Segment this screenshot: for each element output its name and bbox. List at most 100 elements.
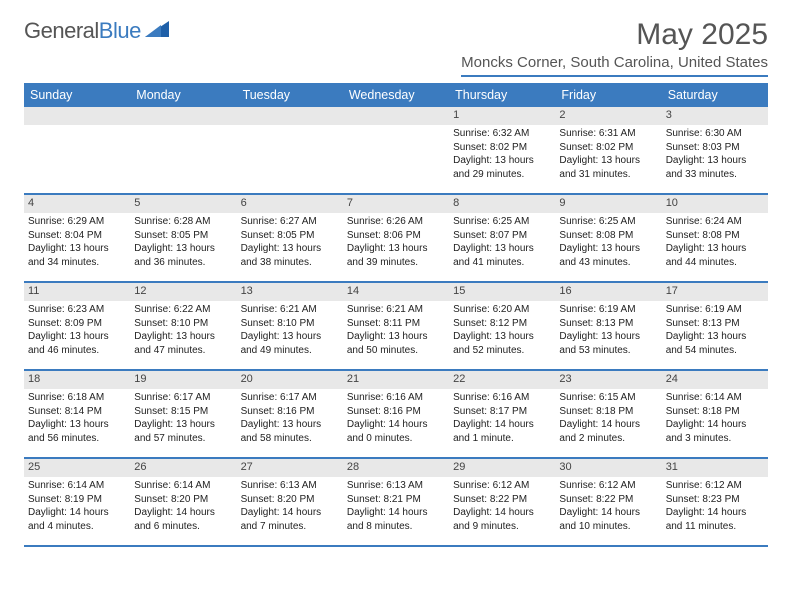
day-details: Sunrise: 6:14 AMSunset: 8:20 PMDaylight:… — [130, 477, 236, 537]
sunset-text: Sunset: 8:13 PM — [559, 317, 657, 331]
day-details: Sunrise: 6:13 AMSunset: 8:21 PMDaylight:… — [343, 477, 449, 537]
day-number: 7 — [343, 195, 449, 213]
sunrise-text: Sunrise: 6:17 AM — [241, 391, 339, 405]
day-number: 19 — [130, 371, 236, 389]
sunrise-text: Sunrise: 6:27 AM — [241, 215, 339, 229]
sunset-text: Sunset: 8:18 PM — [666, 405, 764, 419]
sunrise-text: Sunrise: 6:19 AM — [559, 303, 657, 317]
day-details: Sunrise: 6:14 AMSunset: 8:18 PMDaylight:… — [662, 389, 768, 449]
day-details: Sunrise: 6:32 AMSunset: 8:02 PMDaylight:… — [449, 125, 555, 185]
day-details: Sunrise: 6:13 AMSunset: 8:20 PMDaylight:… — [237, 477, 343, 537]
day-number: 14 — [343, 283, 449, 301]
day-details: Sunrise: 6:27 AMSunset: 8:05 PMDaylight:… — [237, 213, 343, 273]
day-number: 22 — [449, 371, 555, 389]
sunset-text: Sunset: 8:17 PM — [453, 405, 551, 419]
day-number: 24 — [662, 371, 768, 389]
sunset-text: Sunset: 8:19 PM — [28, 493, 126, 507]
daylight-text: Daylight: 13 hours and 31 minutes. — [559, 154, 657, 181]
sunrise-text: Sunrise: 6:12 AM — [666, 479, 764, 493]
calendar-day: 31Sunrise: 6:12 AMSunset: 8:23 PMDayligh… — [662, 459, 768, 545]
calendar-day: 19Sunrise: 6:17 AMSunset: 8:15 PMDayligh… — [130, 371, 236, 457]
sunset-text: Sunset: 8:08 PM — [559, 229, 657, 243]
calendar-day: 9Sunrise: 6:25 AMSunset: 8:08 PMDaylight… — [555, 195, 661, 281]
sunrise-text: Sunrise: 6:16 AM — [453, 391, 551, 405]
logo: GeneralBlue — [24, 18, 171, 44]
sunrise-text: Sunrise: 6:25 AM — [453, 215, 551, 229]
day-number: 28 — [343, 459, 449, 477]
day-details: Sunrise: 6:14 AMSunset: 8:19 PMDaylight:… — [24, 477, 130, 537]
sunset-text: Sunset: 8:10 PM — [134, 317, 232, 331]
day-details: Sunrise: 6:31 AMSunset: 8:02 PMDaylight:… — [555, 125, 661, 185]
day-details: Sunrise: 6:17 AMSunset: 8:15 PMDaylight:… — [130, 389, 236, 449]
sunset-text: Sunset: 8:20 PM — [241, 493, 339, 507]
sunset-text: Sunset: 8:16 PM — [241, 405, 339, 419]
calendar-day: 23Sunrise: 6:15 AMSunset: 8:18 PMDayligh… — [555, 371, 661, 457]
sunset-text: Sunset: 8:09 PM — [28, 317, 126, 331]
sunrise-text: Sunrise: 6:17 AM — [134, 391, 232, 405]
sunrise-text: Sunrise: 6:18 AM — [28, 391, 126, 405]
logo-text-blue: Blue — [99, 18, 141, 43]
calendar-week: 18Sunrise: 6:18 AMSunset: 8:14 PMDayligh… — [24, 371, 768, 459]
weekday-header: Monday — [130, 83, 236, 107]
calendar-day: 25Sunrise: 6:14 AMSunset: 8:19 PMDayligh… — [24, 459, 130, 545]
daylight-text: Daylight: 13 hours and 43 minutes. — [559, 242, 657, 269]
daylight-text: Daylight: 14 hours and 7 minutes. — [241, 506, 339, 533]
daylight-text: Daylight: 13 hours and 33 minutes. — [666, 154, 764, 181]
sunrise-text: Sunrise: 6:20 AM — [453, 303, 551, 317]
sunrise-text: Sunrise: 6:25 AM — [559, 215, 657, 229]
day-number: 15 — [449, 283, 555, 301]
sunset-text: Sunset: 8:21 PM — [347, 493, 445, 507]
weekday-header-row: SundayMondayTuesdayWednesdayThursdayFrid… — [24, 83, 768, 107]
day-number — [130, 107, 236, 125]
calendar-day: 26Sunrise: 6:14 AMSunset: 8:20 PMDayligh… — [130, 459, 236, 545]
day-details: Sunrise: 6:12 AMSunset: 8:23 PMDaylight:… — [662, 477, 768, 537]
sunset-text: Sunset: 8:16 PM — [347, 405, 445, 419]
day-number — [343, 107, 449, 125]
calendar-day: 15Sunrise: 6:20 AMSunset: 8:12 PMDayligh… — [449, 283, 555, 369]
calendar-day — [237, 107, 343, 193]
sunrise-text: Sunrise: 6:12 AM — [559, 479, 657, 493]
calendar: SundayMondayTuesdayWednesdayThursdayFrid… — [24, 83, 768, 547]
sunset-text: Sunset: 8:02 PM — [559, 141, 657, 155]
sunrise-text: Sunrise: 6:24 AM — [666, 215, 764, 229]
sunset-text: Sunset: 8:15 PM — [134, 405, 232, 419]
daylight-text: Daylight: 14 hours and 2 minutes. — [559, 418, 657, 445]
sunrise-text: Sunrise: 6:26 AM — [347, 215, 445, 229]
day-number: 20 — [237, 371, 343, 389]
logo-icon — [145, 19, 171, 44]
sunrise-text: Sunrise: 6:28 AM — [134, 215, 232, 229]
calendar-day: 3Sunrise: 6:30 AMSunset: 8:03 PMDaylight… — [662, 107, 768, 193]
day-details: Sunrise: 6:21 AMSunset: 8:10 PMDaylight:… — [237, 301, 343, 361]
day-details: Sunrise: 6:19 AMSunset: 8:13 PMDaylight:… — [555, 301, 661, 361]
title-block: May 2025 Moncks Corner, South Carolina, … — [461, 18, 768, 77]
calendar-day: 6Sunrise: 6:27 AMSunset: 8:05 PMDaylight… — [237, 195, 343, 281]
day-number: 10 — [662, 195, 768, 213]
weekday-header: Friday — [555, 83, 661, 107]
sunrise-text: Sunrise: 6:15 AM — [559, 391, 657, 405]
sunset-text: Sunset: 8:22 PM — [453, 493, 551, 507]
daylight-text: Daylight: 14 hours and 8 minutes. — [347, 506, 445, 533]
day-number: 11 — [24, 283, 130, 301]
day-number — [24, 107, 130, 125]
daylight-text: Daylight: 13 hours and 47 minutes. — [134, 330, 232, 357]
calendar-week: 4Sunrise: 6:29 AMSunset: 8:04 PMDaylight… — [24, 195, 768, 283]
sunrise-text: Sunrise: 6:14 AM — [28, 479, 126, 493]
day-number: 27 — [237, 459, 343, 477]
sunrise-text: Sunrise: 6:13 AM — [347, 479, 445, 493]
day-number: 5 — [130, 195, 236, 213]
day-number: 31 — [662, 459, 768, 477]
calendar-day — [130, 107, 236, 193]
day-number: 25 — [24, 459, 130, 477]
sunset-text: Sunset: 8:23 PM — [666, 493, 764, 507]
day-details: Sunrise: 6:12 AMSunset: 8:22 PMDaylight:… — [555, 477, 661, 537]
calendar-day: 28Sunrise: 6:13 AMSunset: 8:21 PMDayligh… — [343, 459, 449, 545]
sunrise-text: Sunrise: 6:22 AM — [134, 303, 232, 317]
day-number: 4 — [24, 195, 130, 213]
daylight-text: Daylight: 13 hours and 29 minutes. — [453, 154, 551, 181]
daylight-text: Daylight: 14 hours and 9 minutes. — [453, 506, 551, 533]
daylight-text: Daylight: 13 hours and 57 minutes. — [134, 418, 232, 445]
sunrise-text: Sunrise: 6:30 AM — [666, 127, 764, 141]
logo-text: GeneralBlue — [24, 18, 141, 44]
daylight-text: Daylight: 13 hours and 38 minutes. — [241, 242, 339, 269]
calendar-day: 30Sunrise: 6:12 AMSunset: 8:22 PMDayligh… — [555, 459, 661, 545]
